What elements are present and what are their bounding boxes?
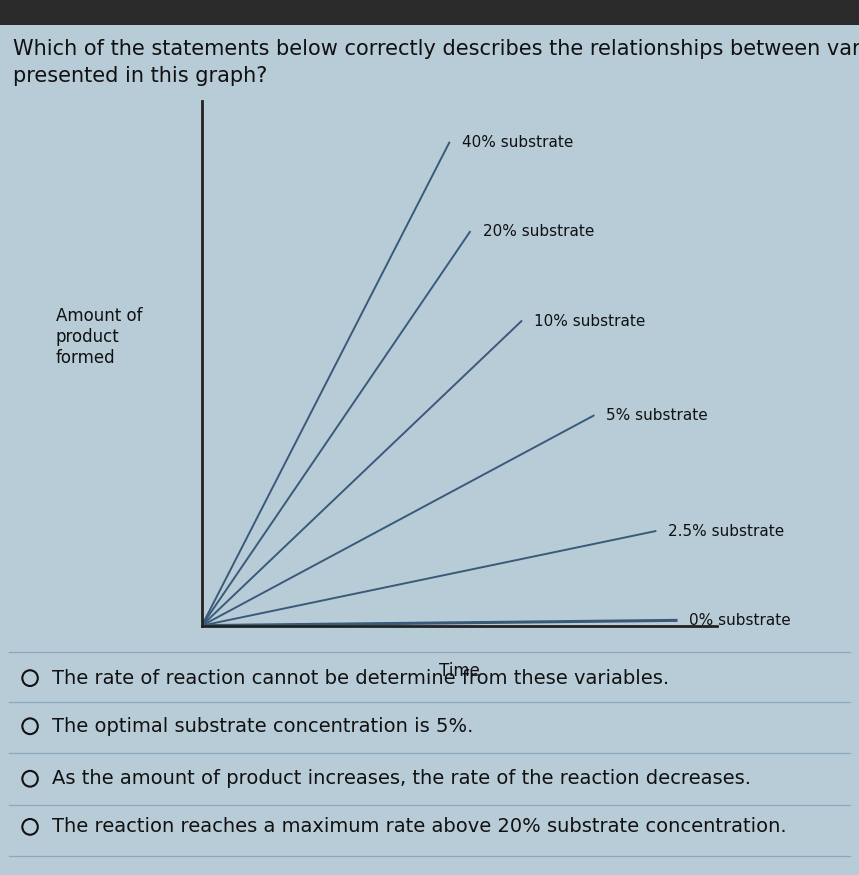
Text: Which of the statements below correctly describes the relationships between vari: Which of the statements below correctly … <box>13 39 859 86</box>
Text: 5% substrate: 5% substrate <box>606 408 708 423</box>
Text: As the amount of product increases, the rate of the reaction decreases.: As the amount of product increases, the … <box>52 769 751 788</box>
Text: 40% substrate: 40% substrate <box>462 135 574 150</box>
Text: Time: Time <box>439 662 480 681</box>
Text: Amount of
product
formed: Amount of product formed <box>56 307 142 367</box>
Text: 10% substrate: 10% substrate <box>534 313 646 329</box>
Text: 2.5% substrate: 2.5% substrate <box>668 523 784 539</box>
Text: The rate of reaction cannot be determine from these variables.: The rate of reaction cannot be determine… <box>52 668 668 688</box>
Text: 0% substrate: 0% substrate <box>689 612 790 628</box>
Text: 20% substrate: 20% substrate <box>483 224 594 240</box>
Text: The reaction reaches a maximum rate above 20% substrate concentration.: The reaction reaches a maximum rate abov… <box>52 817 786 836</box>
Text: The optimal substrate concentration is 5%.: The optimal substrate concentration is 5… <box>52 717 473 736</box>
